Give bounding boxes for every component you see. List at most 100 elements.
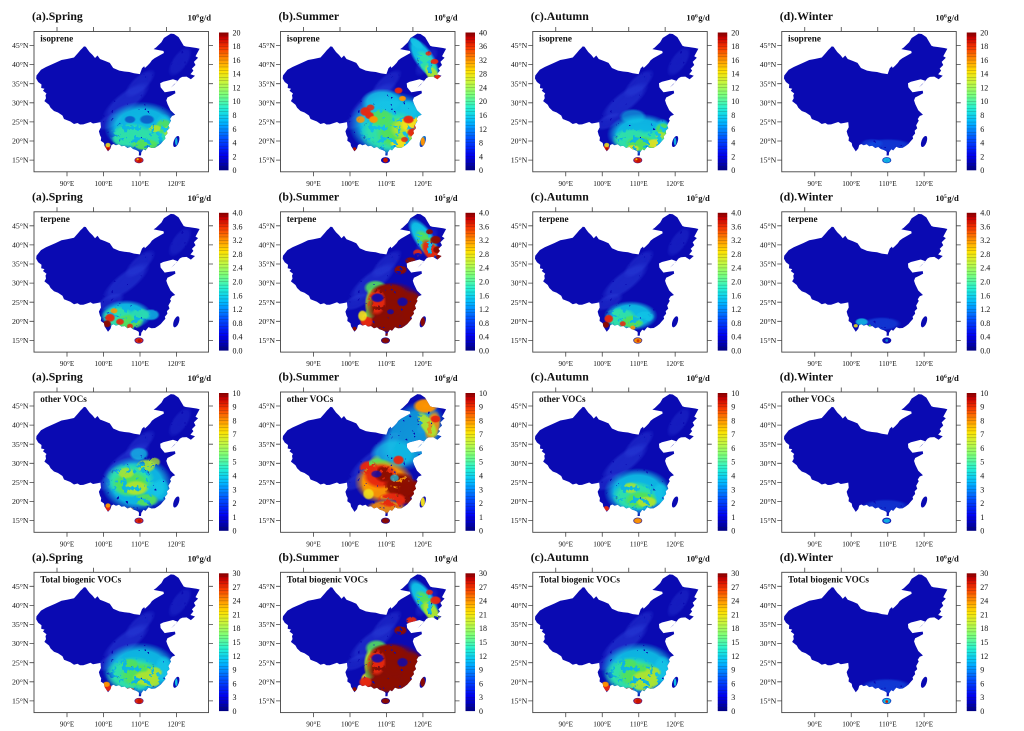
svg-text:25°N: 25°N — [511, 658, 528, 667]
svg-text:40°N: 40°N — [760, 241, 777, 250]
svg-text:35°N: 35°N — [258, 260, 275, 269]
svg-text:4: 4 — [980, 139, 984, 148]
svg-text:(b).Summer: (b).Summer — [279, 550, 340, 564]
svg-text:15°N: 15°N — [258, 336, 275, 345]
svg-text:other VOCs: other VOCs — [40, 394, 87, 404]
svg-text:2.4: 2.4 — [233, 264, 243, 273]
svg-text:3: 3 — [479, 693, 483, 702]
svg-text:35°N: 35°N — [760, 79, 777, 88]
svg-text:110°E: 110°E — [630, 540, 648, 548]
svg-text:15°N: 15°N — [12, 697, 29, 706]
svg-text:110°E: 110°E — [879, 540, 897, 548]
svg-text:90°E: 90°E — [306, 721, 321, 729]
svg-text:100°E: 100°E — [94, 540, 113, 548]
svg-text:90°E: 90°E — [808, 721, 823, 729]
svg-text:2.8: 2.8 — [479, 250, 489, 259]
svg-text:1: 1 — [479, 513, 483, 522]
svg-text:106g/d: 106g/d — [686, 553, 710, 563]
svg-text:6: 6 — [980, 679, 984, 688]
svg-text:3: 3 — [731, 485, 735, 494]
svg-text:9: 9 — [731, 666, 735, 675]
svg-text:10: 10 — [731, 389, 739, 398]
svg-text:30°N: 30°N — [258, 98, 275, 107]
svg-text:120°E: 120°E — [666, 360, 685, 368]
svg-text:(b).Summer: (b).Summer — [279, 370, 340, 384]
svg-text:20°N: 20°N — [258, 497, 275, 506]
svg-text:2.4: 2.4 — [479, 264, 489, 273]
svg-text:0: 0 — [980, 527, 984, 536]
svg-text:3: 3 — [731, 693, 735, 702]
svg-text:2: 2 — [233, 499, 237, 508]
svg-text:20°N: 20°N — [258, 677, 275, 686]
svg-text:4.0: 4.0 — [479, 209, 489, 218]
svg-text:6: 6 — [233, 444, 237, 453]
svg-text:45°N: 45°N — [258, 402, 275, 411]
svg-text:40°N: 40°N — [12, 601, 29, 610]
svg-text:1.6: 1.6 — [980, 291, 990, 300]
svg-text:27: 27 — [731, 583, 739, 592]
svg-text:6: 6 — [980, 125, 984, 134]
svg-text:other VOCs: other VOCs — [287, 394, 334, 404]
svg-text:30°N: 30°N — [258, 639, 275, 648]
svg-text:110°E: 110°E — [378, 721, 396, 729]
svg-text:27: 27 — [233, 583, 241, 592]
svg-text:106g/d: 106g/d — [188, 13, 212, 23]
svg-text:9: 9 — [479, 403, 483, 412]
svg-text:40: 40 — [479, 28, 487, 37]
svg-text:15°N: 15°N — [258, 697, 275, 706]
svg-text:30°N: 30°N — [511, 459, 528, 468]
svg-text:9: 9 — [233, 666, 237, 675]
svg-text:1: 1 — [980, 513, 984, 522]
svg-text:110°E: 110°E — [630, 360, 648, 368]
svg-text:8: 8 — [233, 111, 237, 120]
svg-text:15: 15 — [479, 638, 487, 647]
svg-text:0: 0 — [479, 527, 483, 536]
svg-text:40°N: 40°N — [12, 421, 29, 430]
svg-text:110°E: 110°E — [879, 721, 897, 729]
svg-text:45°N: 45°N — [511, 41, 528, 50]
svg-text:(b).Summer: (b).Summer — [279, 9, 340, 23]
svg-text:20°N: 20°N — [760, 677, 777, 686]
svg-text:35°N: 35°N — [258, 79, 275, 88]
svg-text:25°N: 25°N — [511, 478, 528, 487]
svg-text:10: 10 — [731, 97, 739, 106]
svg-text:12: 12 — [980, 652, 988, 661]
svg-text:106g/d: 106g/d — [935, 553, 959, 563]
svg-text:16: 16 — [233, 56, 241, 65]
svg-text:24: 24 — [233, 597, 241, 606]
svg-text:30°N: 30°N — [12, 459, 29, 468]
svg-text:100°E: 100°E — [341, 180, 360, 188]
svg-text:45°N: 45°N — [12, 402, 29, 411]
svg-text:106g/d: 106g/d — [935, 373, 959, 383]
svg-text:40°N: 40°N — [511, 421, 528, 430]
svg-text:45°N: 45°N — [760, 402, 777, 411]
svg-text:other VOCs: other VOCs — [788, 394, 835, 404]
svg-text:100°E: 100°E — [842, 540, 861, 548]
svg-text:90°E: 90°E — [559, 540, 574, 548]
svg-text:90°E: 90°E — [808, 360, 823, 368]
svg-text:8: 8 — [731, 416, 735, 425]
svg-text:15°N: 15°N — [511, 697, 528, 706]
svg-text:0.8: 0.8 — [233, 319, 243, 328]
svg-text:0.8: 0.8 — [479, 319, 489, 328]
svg-text:12: 12 — [731, 83, 739, 92]
svg-text:(d).Winter: (d).Winter — [780, 550, 833, 564]
svg-text:21: 21 — [479, 610, 487, 619]
svg-text:6: 6 — [233, 679, 237, 688]
svg-text:15: 15 — [731, 638, 739, 647]
svg-text:12: 12 — [980, 83, 988, 92]
svg-text:6: 6 — [233, 125, 237, 134]
svg-text:5: 5 — [731, 458, 735, 467]
svg-text:21: 21 — [980, 610, 988, 619]
svg-text:(a).Spring: (a).Spring — [32, 189, 83, 203]
svg-text:30°N: 30°N — [511, 279, 528, 288]
svg-text:4.0: 4.0 — [731, 209, 741, 218]
svg-text:110°E: 110°E — [879, 360, 897, 368]
svg-text:1: 1 — [731, 513, 735, 522]
svg-text:8: 8 — [479, 139, 483, 148]
svg-text:106g/d: 106g/d — [935, 13, 959, 23]
svg-text:0: 0 — [479, 166, 483, 175]
svg-text:0.8: 0.8 — [980, 319, 990, 328]
svg-text:20°N: 20°N — [760, 497, 777, 506]
svg-text:2.8: 2.8 — [980, 250, 990, 259]
